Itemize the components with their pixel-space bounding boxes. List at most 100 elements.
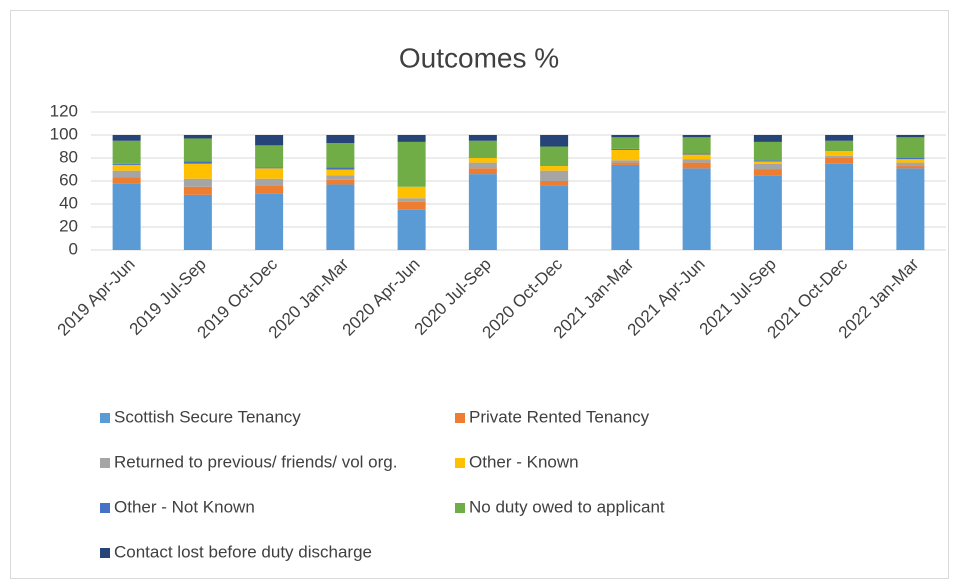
bar-segment: [112, 163, 141, 165]
bar-segment: [540, 166, 569, 171]
bar-segment: [540, 185, 569, 250]
bar-segment: [183, 138, 212, 162]
bar-segment: [825, 158, 854, 164]
bar-segment: [825, 151, 854, 156]
bar-segment: [896, 166, 925, 169]
bar-segment: [611, 164, 640, 250]
bar-segment: [611, 137, 640, 149]
bar-segment: [896, 159, 925, 163]
legend-swatch: [455, 503, 465, 513]
bar-segment: [753, 161, 782, 164]
bar-segment: [326, 143, 355, 168]
chart-frame: [10, 10, 949, 579]
bar-segment: [183, 135, 212, 139]
legend-swatch: [455, 458, 465, 468]
bar-segment: [896, 168, 925, 250]
bar-segment: [825, 155, 854, 158]
bar-segment: [255, 145, 284, 168]
bar-segment: [468, 135, 497, 141]
bar-segment: [753, 160, 782, 162]
bar-segment: [753, 175, 782, 250]
bar-segment: [326, 169, 355, 176]
bar-segment: [112, 177, 141, 184]
bar-segment: [611, 162, 640, 165]
bar-segment: [255, 135, 284, 146]
bar-segment: [611, 135, 640, 138]
bar-segment: [326, 175, 355, 180]
bar-segment: [540, 170, 569, 181]
bar-segment: [611, 149, 640, 161]
legend-label: Scottish Secure Tenancy: [114, 407, 301, 426]
legend-label: Other - Known: [469, 452, 579, 471]
bar-segment: [468, 162, 497, 169]
bar-segment: [397, 141, 426, 187]
bar-segment: [611, 148, 640, 150]
y-tick-label: 0: [69, 239, 78, 258]
bar-segment: [326, 184, 355, 250]
legend-label: Contact lost before duty discharge: [114, 542, 372, 561]
bar-segment: [468, 158, 497, 163]
bar-segment: [682, 159, 711, 163]
bar-segment: [540, 181, 569, 186]
y-tick-label: 60: [59, 170, 78, 189]
bar-segment: [825, 140, 854, 152]
bar-segment: [468, 174, 497, 250]
bar-segment: [255, 178, 284, 186]
bar-segment: [112, 140, 141, 164]
bar-segment: [255, 193, 284, 250]
legend-swatch: [100, 503, 110, 513]
y-tick-label: 20: [59, 216, 78, 235]
legend-swatch: [100, 413, 110, 423]
bar-segment: [326, 167, 355, 170]
bar-segment: [682, 153, 711, 155]
bar-segment: [112, 135, 141, 141]
bar-segment: [112, 170, 141, 178]
bar-segment: [753, 141, 782, 161]
bar-segment: [896, 162, 925, 167]
bar-segment: [896, 137, 925, 158]
bar-segment: [183, 194, 212, 250]
bar-segment: [397, 198, 426, 202]
legend-label: Returned to previous/ friends/ vol org.: [114, 452, 397, 471]
legend-label: Private Rented Tenancy: [469, 407, 650, 426]
bar-segment: [682, 162, 711, 169]
bar-segment: [397, 201, 426, 210]
chart-title: Outcomes %: [399, 42, 559, 73]
legend-label: No duty owed to applicant: [469, 497, 665, 516]
bar-segment: [896, 158, 925, 160]
bar-segment: [112, 183, 141, 250]
bar-segment: [183, 161, 212, 164]
bar-segment: [825, 135, 854, 141]
bar-segment: [468, 168, 497, 175]
bar-segment: [682, 154, 711, 160]
legend-label: Other - Not Known: [114, 497, 255, 516]
bar-segment: [397, 186, 426, 199]
bar-segment: [753, 163, 782, 170]
bar-segment: [397, 135, 426, 142]
bar-segment: [540, 135, 569, 147]
bar-segment: [682, 168, 711, 250]
bar-segment: [753, 135, 782, 142]
bar-segment: [682, 135, 711, 138]
bar-segment: [753, 169, 782, 176]
bar-segment: [183, 186, 212, 195]
bar-segment: [183, 163, 212, 179]
legend-swatch: [455, 413, 465, 423]
legend-swatch: [100, 548, 110, 558]
bar-segment: [682, 137, 711, 154]
y-tick-label: 40: [59, 193, 78, 212]
bar-segment: [255, 168, 284, 179]
bar-segment: [112, 164, 141, 171]
bar-segment: [326, 135, 355, 144]
bar-segment: [255, 185, 284, 194]
bar-segment: [825, 163, 854, 250]
bar-segment: [896, 135, 925, 138]
y-tick-label: 80: [59, 147, 78, 166]
bar-segment: [326, 179, 355, 185]
bar-segment: [183, 178, 212, 187]
y-tick-label: 100: [50, 124, 78, 143]
bar-segment: [468, 140, 497, 158]
bar-segment: [255, 167, 284, 169]
y-tick-label: 120: [50, 101, 78, 120]
